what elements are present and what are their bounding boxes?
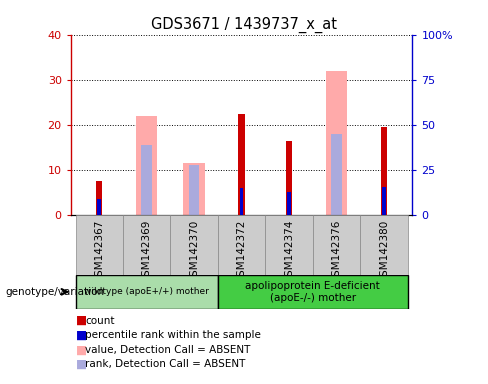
Text: GSM142376: GSM142376 [331, 220, 342, 283]
Bar [136, 116, 157, 215]
Text: genotype/variation: genotype/variation [5, 287, 104, 297]
Bar [97, 199, 101, 215]
Text: GSM142380: GSM142380 [379, 220, 389, 283]
Text: GSM142372: GSM142372 [237, 220, 246, 283]
Bar [170, 215, 218, 275]
Bar [189, 166, 199, 215]
Text: value, Detection Call = ABSENT: value, Detection Call = ABSENT [85, 345, 251, 355]
Text: ■: ■ [76, 329, 87, 342]
Text: ■: ■ [76, 358, 87, 371]
Text: rank, Detection Call = ABSENT: rank, Detection Call = ABSENT [85, 359, 246, 369]
Bar [183, 163, 205, 215]
Bar [123, 215, 170, 275]
Bar [326, 71, 347, 215]
Bar [218, 215, 265, 275]
Bar [96, 181, 102, 215]
Text: ■: ■ [76, 314, 87, 327]
Text: GSM142367: GSM142367 [94, 220, 104, 283]
Bar [239, 114, 244, 215]
Text: wildtype (apoE+/+) mother: wildtype (apoE+/+) mother [84, 287, 209, 296]
Bar [286, 141, 292, 215]
Text: GDS3671 / 1439737_x_at: GDS3671 / 1439737_x_at [151, 17, 337, 33]
Bar [382, 187, 386, 215]
Bar [313, 215, 360, 275]
Text: count: count [85, 316, 115, 326]
Text: GSM142369: GSM142369 [142, 220, 152, 283]
Bar [76, 215, 123, 275]
Bar [287, 192, 291, 215]
Bar [265, 215, 313, 275]
Text: percentile rank within the sample: percentile rank within the sample [85, 330, 261, 340]
Text: apolipoprotein E-deficient
(apoE-/-) mother: apolipoprotein E-deficient (apoE-/-) mot… [245, 281, 380, 303]
Bar [381, 127, 387, 215]
Bar [142, 145, 152, 215]
Bar [76, 275, 218, 309]
Text: GSM142370: GSM142370 [189, 220, 199, 283]
Bar [240, 188, 244, 215]
Text: GSM142374: GSM142374 [284, 220, 294, 283]
Text: ■: ■ [76, 343, 87, 356]
Bar [331, 134, 342, 215]
Bar [360, 215, 407, 275]
Bar [218, 275, 407, 309]
